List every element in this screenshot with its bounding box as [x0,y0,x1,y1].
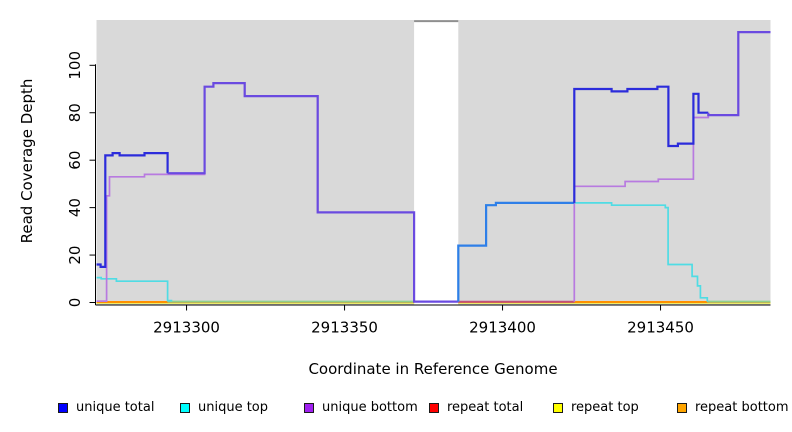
legend-swatch-repeat-top-icon [553,402,563,413]
series-unique-top-trace-0 [96,276,173,302]
x-tick-label: 2913350 [311,319,378,337]
y-axis-title: Read Coverage Depth [18,78,36,244]
legend-label-repeat-bottom: repeat bottom [695,400,789,415]
y-tick-label: 40 [66,198,84,217]
legend-item-repeat-bottom: repeat bottom [677,400,789,415]
legend-swatch-unique-top-icon [180,402,190,413]
legend-item-unique-total: unique total [58,400,154,415]
legend-swatch-unique-total-icon [58,402,68,413]
x-tick-label: 2913450 [627,319,694,337]
series-unique-total-trace-1 [167,81,459,303]
series-unique-total-trace-0 [96,152,169,268]
y-tick-label: 20 [66,246,84,265]
legend-label-unique-bottom: unique bottom [322,400,418,415]
legend-swatch-repeat-bottom-icon [677,402,687,413]
y-tick-label: 0 [66,298,84,308]
legend-label-repeat-total: repeat total [447,400,524,415]
legend-label-unique-top: unique top [198,400,269,415]
x-tick-label: 2913300 [153,319,220,337]
series-unique-total-trace-2 [457,201,575,302]
legend-item-repeat-total: repeat total [429,400,523,415]
series-unique-total-trace-3 [573,85,709,203]
legend-item-unique-bottom: unique bottom [304,400,418,415]
y-tick-label: 100 [66,51,84,80]
legend-label-repeat-top: repeat top [571,400,639,415]
x-tick-label: 2913400 [469,319,536,337]
y-tick-label: 80 [66,103,84,122]
legend-swatch-unique-bottom-icon [304,402,314,413]
x-axis-title: Coordinate in Reference Genome [308,360,558,378]
legend-item-repeat-top: repeat top [553,400,639,415]
y-tick-label: 60 [66,151,84,170]
legend-item-unique-top: unique top [180,400,268,415]
legend-swatch-repeat-total-icon [429,402,439,413]
series-unique-total-trace-4 [707,30,771,117]
no-data-gap-band [414,20,459,305]
legend-label-unique-total: unique total [76,400,155,415]
